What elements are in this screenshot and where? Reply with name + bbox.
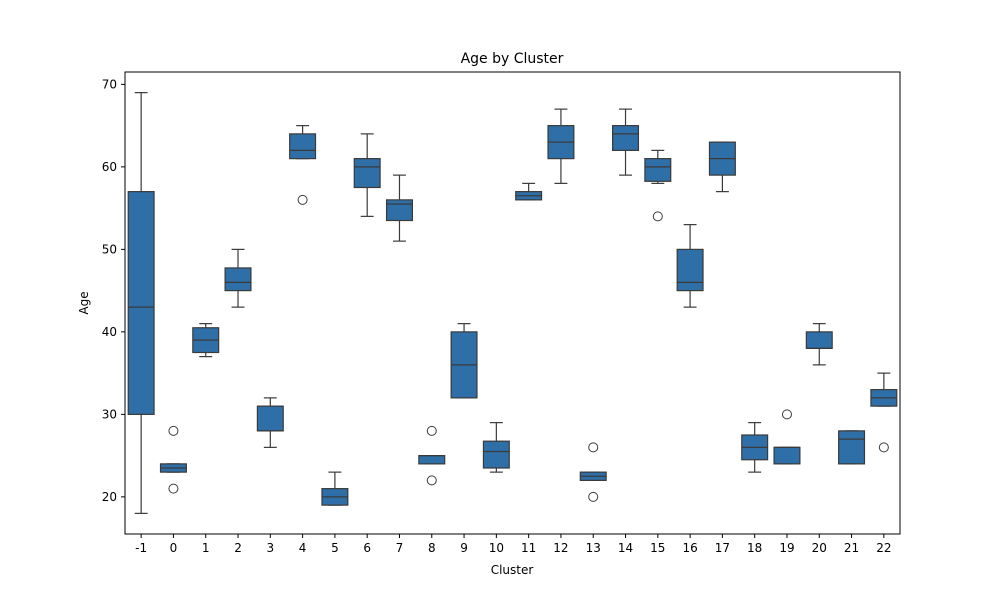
x-tick-label: 1 xyxy=(202,541,210,555)
box xyxy=(773,446,801,465)
y-tick-label: 20 xyxy=(102,490,117,504)
outlier-point xyxy=(588,442,599,453)
x-tick-label: 22 xyxy=(876,541,891,555)
outlier-point xyxy=(168,483,179,494)
outlier-point xyxy=(168,425,179,436)
y-tick-label: 30 xyxy=(102,407,117,421)
outlier-point xyxy=(426,475,437,486)
x-tick-label: 20 xyxy=(812,541,827,555)
y-tick-label: 70 xyxy=(102,77,117,91)
box xyxy=(353,158,381,189)
box xyxy=(805,331,833,349)
chart-title: Age by Cluster xyxy=(461,51,564,67)
outlier-point xyxy=(426,425,437,436)
x-tick-label: -1 xyxy=(135,541,147,555)
x-tick-label: 14 xyxy=(618,541,633,555)
x-tick-label: 4 xyxy=(299,541,307,555)
box xyxy=(127,191,155,415)
box xyxy=(418,455,446,465)
x-tick-label: 17 xyxy=(715,541,730,555)
x-tick-label: 21 xyxy=(844,541,859,555)
x-tick-label: 2 xyxy=(234,541,242,555)
box xyxy=(676,248,704,292)
outlier-point xyxy=(652,211,663,222)
x-tick-label: 15 xyxy=(650,541,665,555)
outlier-point xyxy=(878,442,889,453)
x-tick-label: 10 xyxy=(489,541,504,555)
outlier-point xyxy=(588,491,599,502)
x-axis-label: Cluster xyxy=(491,563,534,577)
outlier-point xyxy=(297,194,308,205)
x-tick-label: 16 xyxy=(682,541,697,555)
outlier-point xyxy=(781,409,792,420)
x-tick-label: 11 xyxy=(521,541,536,555)
box xyxy=(289,133,317,160)
plot-frame xyxy=(124,71,901,535)
x-tick-label: 18 xyxy=(747,541,762,555)
x-tick-label: 7 xyxy=(396,541,404,555)
y-tick-label: 60 xyxy=(102,160,117,174)
y-tick-label: 40 xyxy=(102,325,117,339)
x-tick-label: 3 xyxy=(266,541,274,555)
x-tick-label: 12 xyxy=(553,541,568,555)
box xyxy=(256,405,284,432)
x-tick-label: 9 xyxy=(460,541,468,555)
box xyxy=(644,158,672,182)
y-axis-label: Age xyxy=(77,291,91,314)
x-tick-label: 5 xyxy=(331,541,339,555)
x-tick-label: 13 xyxy=(586,541,601,555)
y-tick-label: 50 xyxy=(102,242,117,256)
box xyxy=(612,125,640,151)
box xyxy=(482,440,510,469)
x-tick-label: 0 xyxy=(170,541,178,555)
box xyxy=(838,430,866,465)
box xyxy=(385,199,413,222)
x-tick-label: 19 xyxy=(779,541,794,555)
box xyxy=(224,267,252,292)
x-tick-label: 8 xyxy=(428,541,436,555)
x-tick-label: 6 xyxy=(363,541,371,555)
